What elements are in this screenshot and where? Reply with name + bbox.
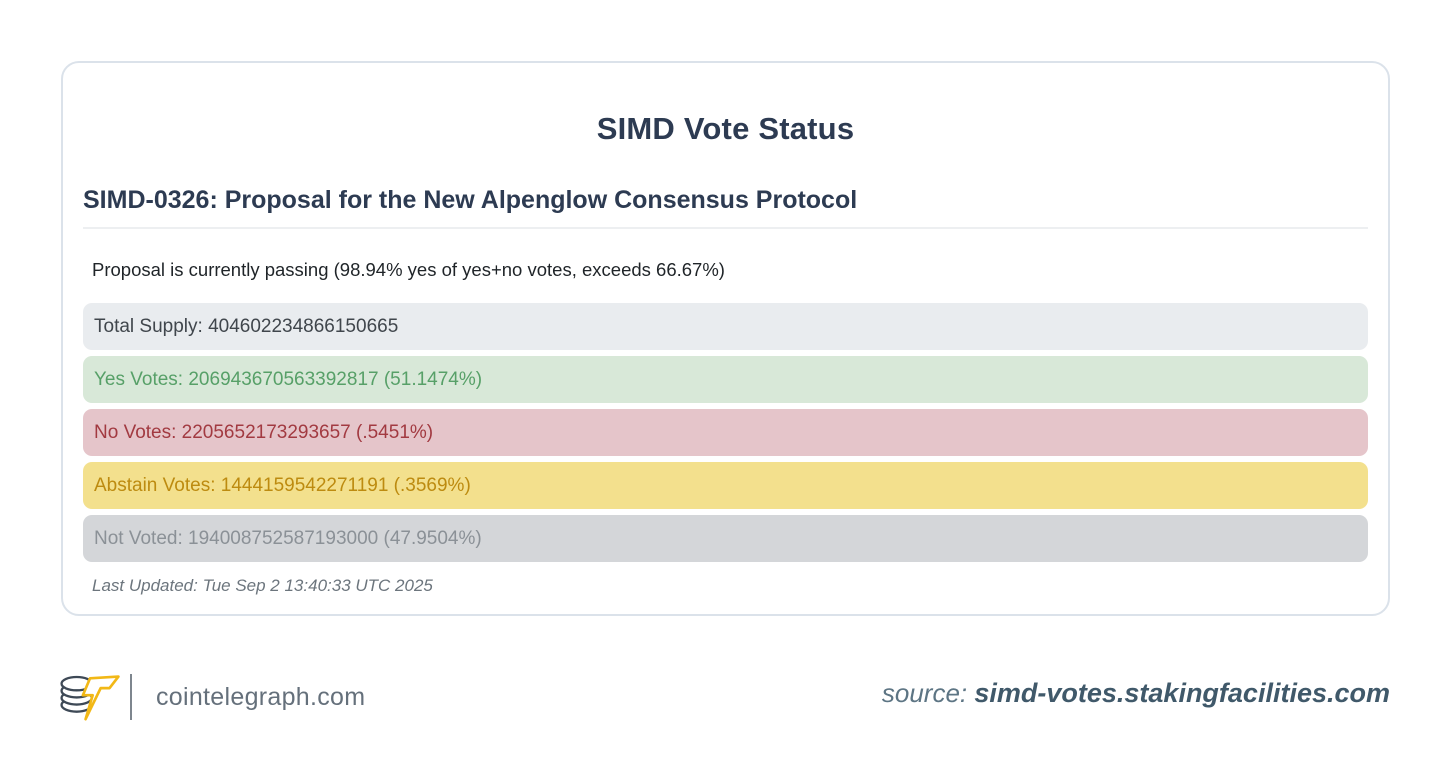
source-label: source: [881,678,975,708]
abstain-votes-row: Abstain Votes: 1444159542271191 (.3569%) [83,462,1368,509]
proposal-title: SIMD-0326: Proposal for the New Alpenglo… [83,185,1368,229]
footer-divider [130,674,132,720]
page-title: SIMD Vote Status [596,111,855,146]
footer-brand: cointelegraph.com [58,666,365,728]
brand-url[interactable]: cointelegraph.com [156,682,366,711]
source-attribution: source: simd-votes.stakingfacilities.com [882,678,1390,709]
not-voted-row: Not Voted: 194008752587193000 (47.9504%) [83,515,1368,562]
passing-status-text: Proposal is currently passing (98.94% ye… [92,259,725,280]
source-url[interactable]: simd-votes.stakingfacilities.com [974,678,1390,708]
vote-status-card: SIMD Vote Status SIMD-0326: Proposal for… [61,61,1390,616]
yes-votes-row: Yes Votes: 206943670563392817 (51.1474%) [83,356,1368,403]
last-updated-text: Last Updated: Tue Sep 2 13:40:33 UTC 202… [92,576,433,595]
no-votes-row: No Votes: 2205652173293657 (.5451%) [83,409,1368,456]
cointelegraph-logo-icon [60,675,120,721]
total-supply-row: Total Supply: 404602234866150665 [83,303,1368,350]
vote-rows: Total Supply: 404602234866150665 Yes Vot… [83,303,1368,562]
